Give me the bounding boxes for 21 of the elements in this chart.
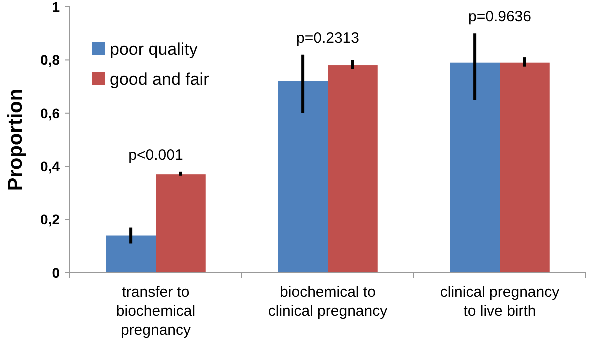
legend-label: poor quality: [110, 40, 198, 59]
annotation: p=0.2313: [296, 30, 360, 47]
bar: [278, 81, 328, 273]
legend-label: good and fair: [110, 70, 210, 89]
y-tick-label: 0,4: [40, 158, 60, 174]
y-tick-label: 0,2: [40, 212, 60, 228]
bar: [328, 66, 378, 273]
bar: [106, 236, 156, 273]
x-tick-label: transfer to biochemical pregnancy: [116, 284, 196, 339]
x-tick-label: biochemical to clinical pregnancy: [268, 284, 388, 320]
bar: [156, 174, 206, 273]
y-tick-label: 1: [52, 0, 60, 15]
y-tick-label: 0,8: [40, 52, 60, 68]
bar: [500, 62, 550, 273]
y-tick-label: 0: [52, 264, 60, 281]
bar: [450, 62, 500, 273]
y-tick-label: 0,6: [40, 105, 60, 122]
x-tick-label: clinical pregnancy to live birth: [440, 284, 560, 320]
y-axis-title: Proportion: [5, 88, 27, 192]
annotation: p<0.001: [128, 146, 184, 164]
annotation: p=0.9636: [468, 8, 532, 26]
